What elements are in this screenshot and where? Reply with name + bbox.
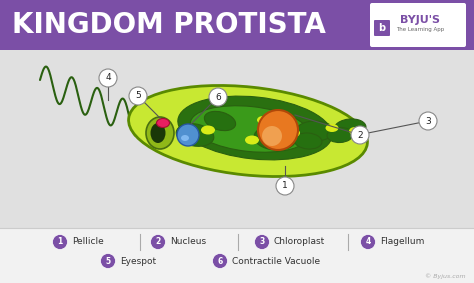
Circle shape (53, 235, 67, 250)
Circle shape (177, 124, 199, 146)
Text: 4: 4 (365, 237, 371, 246)
Text: 1: 1 (57, 237, 63, 246)
Circle shape (419, 112, 437, 130)
Circle shape (99, 69, 117, 87)
Ellipse shape (257, 116, 269, 124)
Circle shape (129, 87, 147, 105)
Ellipse shape (286, 128, 300, 138)
Ellipse shape (327, 127, 353, 143)
Text: 5: 5 (105, 256, 110, 265)
Text: KINGDOM PROTISTA: KINGDOM PROTISTA (12, 11, 326, 39)
Text: 3: 3 (425, 117, 431, 125)
Text: 5: 5 (135, 91, 141, 100)
Circle shape (258, 110, 298, 150)
FancyBboxPatch shape (374, 20, 390, 36)
Ellipse shape (156, 119, 170, 128)
Text: 1: 1 (282, 181, 288, 190)
Ellipse shape (326, 124, 338, 132)
Ellipse shape (190, 106, 310, 152)
Ellipse shape (146, 117, 174, 149)
Text: Flagellum: Flagellum (380, 237, 424, 246)
Circle shape (262, 126, 282, 146)
Text: Eyespot: Eyespot (120, 256, 156, 265)
Circle shape (100, 254, 116, 269)
Ellipse shape (201, 125, 215, 134)
Text: The Learning App: The Learning App (396, 27, 444, 33)
Ellipse shape (151, 123, 165, 143)
Text: 6: 6 (215, 93, 221, 102)
Text: 6: 6 (218, 256, 223, 265)
Bar (0, 0, 474, 50)
Ellipse shape (181, 135, 189, 141)
Text: © Byjus.com: © Byjus.com (425, 273, 466, 279)
Ellipse shape (178, 96, 332, 160)
Text: 2: 2 (357, 130, 363, 140)
FancyBboxPatch shape (370, 3, 466, 47)
Text: Contractile Vacuole: Contractile Vacuole (232, 256, 320, 265)
Text: 4: 4 (105, 74, 111, 83)
Ellipse shape (128, 85, 367, 177)
Text: Nucleus: Nucleus (170, 237, 206, 246)
Text: 3: 3 (259, 237, 264, 246)
Circle shape (276, 177, 294, 195)
Ellipse shape (176, 124, 214, 146)
Circle shape (212, 254, 228, 269)
Ellipse shape (245, 136, 259, 145)
Ellipse shape (334, 119, 366, 137)
Circle shape (209, 88, 227, 106)
Circle shape (361, 235, 375, 250)
Text: 2: 2 (155, 237, 161, 246)
Text: BYJU'S: BYJU'S (400, 15, 440, 25)
Ellipse shape (254, 126, 296, 150)
Text: Chloroplast: Chloroplast (274, 237, 325, 246)
Circle shape (351, 126, 369, 144)
Text: Pellicle: Pellicle (72, 237, 104, 246)
Bar (0, 228, 474, 283)
Ellipse shape (349, 127, 361, 135)
Ellipse shape (294, 133, 322, 149)
Text: b: b (378, 23, 385, 33)
Circle shape (255, 235, 270, 250)
Ellipse shape (296, 121, 334, 141)
Ellipse shape (204, 112, 236, 131)
Circle shape (151, 235, 165, 250)
